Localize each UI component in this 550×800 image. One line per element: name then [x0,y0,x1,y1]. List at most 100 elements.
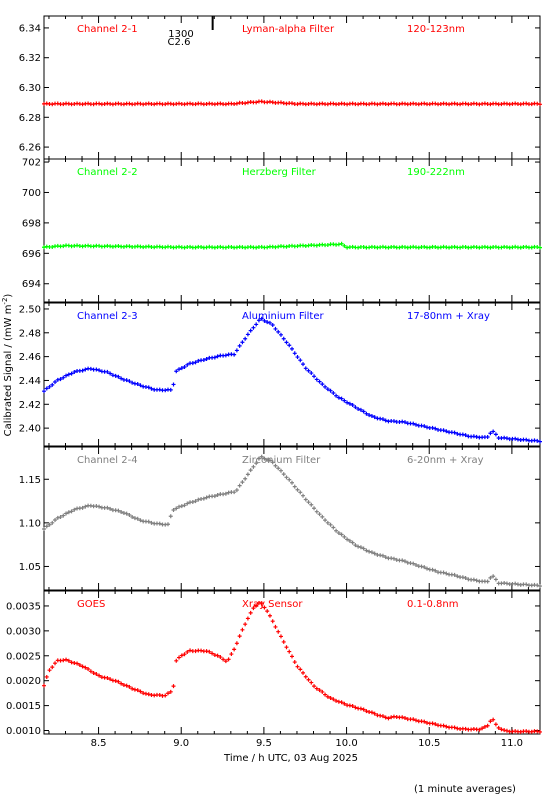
data-point [334,698,339,703]
data-point [108,371,113,376]
data-point [171,684,176,689]
data-point [386,102,391,107]
data-point [295,244,300,249]
data-point [135,516,140,521]
data-point [53,518,58,523]
data-point [124,511,129,516]
data-point [361,244,366,249]
data-point [171,507,176,512]
data-point [97,673,102,678]
data-point [248,328,253,333]
data-point [345,400,350,405]
data-point [524,729,529,734]
x-axis-label: Time / h UTC, 03 Aug 2025 [223,753,358,764]
data-point [138,518,143,523]
data-point [248,468,253,473]
data-point [50,245,55,250]
data-point [301,493,306,498]
data-point [372,711,377,716]
data-point [314,377,319,382]
data-point [491,717,496,722]
flare-class-label: C2.6 [168,37,191,48]
data-point [243,476,248,481]
data-point [105,369,110,374]
data-point [292,660,297,665]
filter-label: Xray Sensor [242,599,303,610]
data-point [493,722,498,727]
data-point [265,245,270,250]
data-point [234,348,239,353]
data-point [414,718,418,723]
data-point [339,241,344,246]
data-point [309,502,314,507]
data-point [524,101,529,106]
data-point [193,649,198,654]
y-tick-label: 2.44 [19,376,41,387]
data-point [499,102,504,107]
data-point [86,243,91,248]
data-point [518,245,523,250]
data-point [411,717,416,722]
data-point [518,102,523,107]
data-point [328,388,333,393]
y-tick-label: 0.0035 [6,601,41,612]
data-point [182,652,187,657]
data-point [262,605,267,610]
data-point [331,390,336,395]
data-point [334,393,339,398]
data-point [69,371,74,376]
data-point [306,243,311,248]
data-point [138,689,143,694]
data-point [295,102,300,107]
y-tick-label: 2.40 [19,424,41,435]
data-point [411,561,416,566]
data-point [259,316,264,321]
data-point [463,101,468,106]
data-point [529,102,534,107]
data-point [146,692,151,697]
data-point [358,407,363,412]
data-point [301,670,306,675]
data-point [328,522,333,527]
data-point [42,389,46,394]
data-point [325,243,330,248]
band-label: 0.1-0.8nm [407,599,459,610]
data-point [193,499,198,504]
data-point [383,418,388,423]
data-point [347,538,352,543]
data-point [485,723,490,728]
data-point [414,562,418,567]
data-point [44,524,49,529]
data-point [284,645,289,650]
data-point [400,715,405,720]
data-point [345,537,350,542]
data-point [504,436,509,441]
data-point [127,244,132,249]
data-point [221,657,226,662]
data-point [325,102,330,107]
data-point [75,661,80,666]
data-point [317,688,322,693]
data-point [488,431,493,436]
data-point [55,101,60,106]
data-point [149,520,154,525]
data-point [207,649,212,654]
data-point [306,368,311,373]
data-point [229,244,234,249]
data-point [94,367,99,372]
data-point [121,244,126,249]
data-point [248,610,253,615]
data-point [262,456,267,461]
data-point [290,101,294,106]
y-tick-label: 0.0020 [6,676,41,687]
data-point [53,380,58,385]
panel-channel-2-1: 6.26 6.28 6.30 6.32 6.34 Channel 2-1 Lyman-alp… [19,15,542,160]
data-point [361,707,366,712]
data-point [270,460,275,465]
data-point [361,409,366,414]
data-point [433,245,438,250]
data-point [254,322,259,327]
data-point [342,398,347,403]
y-tick-label: 0.0030 [6,626,41,637]
data-point [372,415,377,420]
